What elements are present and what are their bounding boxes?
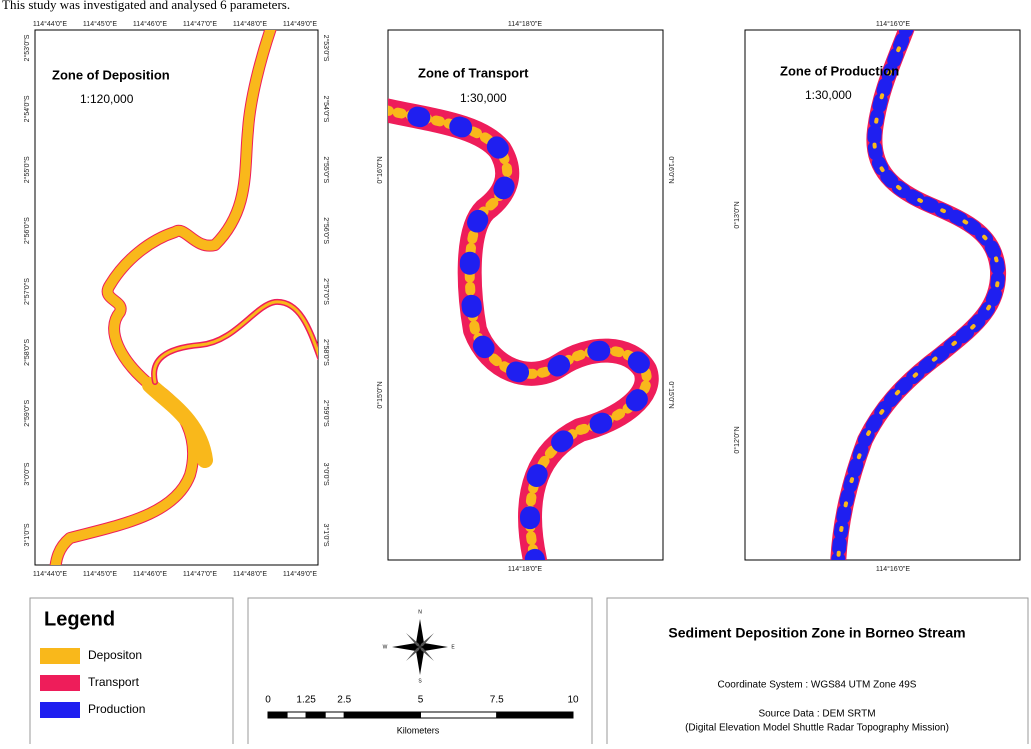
coord-label: 2°58'0"S — [322, 339, 330, 366]
map-title: Zone of Deposition — [52, 67, 170, 82]
map-title: Zone of Production — [780, 63, 899, 78]
scale-tick-label: 2.5 — [337, 695, 351, 706]
legend-swatch — [40, 675, 80, 691]
coord-label: 2°54'0"S — [23, 95, 31, 122]
coord-label: 2°56'0"S — [23, 217, 31, 244]
scale-tick-label: 7.5 — [490, 695, 504, 706]
coord-label: 114°45'0"E — [83, 570, 117, 578]
coord-label: 114°46'0"E — [133, 20, 167, 28]
scale-segment — [306, 712, 325, 718]
coord-label: 114°48'0"E — [233, 20, 267, 28]
info-source: Source Data : DEM SRTM — [758, 709, 875, 720]
coord-label: 114°16'0"E — [876, 565, 910, 573]
coord-label: 3°0'0"S — [322, 463, 330, 486]
coord-label: 0°13'0"N — [733, 201, 741, 228]
legend-label: Production — [88, 702, 145, 716]
scale-tick-label: 0 — [265, 695, 271, 706]
scale-segment — [421, 712, 497, 718]
coord-label: 0°15'0"N — [376, 381, 384, 408]
coord-label: 2°59'0"S — [23, 399, 31, 426]
coord-label: 114°47'0"E — [183, 20, 217, 28]
page: { "caption": "This study was investigate… — [0, 0, 1031, 744]
coord-label: 114°49'0"E — [283, 570, 317, 578]
scale-segment — [268, 712, 287, 718]
coord-label: 114°44'0"E — [33, 20, 67, 28]
info-source-note: (Digital Elevation Model Shuttle Radar T… — [685, 723, 949, 734]
coord-label: 2°54'0"S — [322, 95, 330, 122]
coord-label: 114°44'0"E — [33, 570, 67, 578]
map-figure: This study was investigated and analysed… — [0, 0, 1031, 744]
scale-tick-label: 5 — [418, 695, 424, 706]
coord-label: 0°16'0"N — [376, 156, 384, 183]
coord-label: 2°58'0"S — [23, 339, 31, 366]
coord-label: 2°56'0"S — [322, 217, 330, 244]
scale-tick-label: 1.25 — [296, 695, 316, 706]
map-scale: 1:120,000 — [80, 92, 134, 106]
scale-segment — [325, 712, 344, 718]
coord-label: 2°53'0"S — [23, 34, 31, 61]
coord-label: 3°1'0"S — [23, 523, 31, 546]
compass-label: W — [383, 644, 388, 650]
coord-label: 2°55'0"S — [322, 156, 330, 183]
coord-label: 114°49'0"E — [283, 20, 317, 28]
legend-swatch — [40, 648, 80, 664]
coord-label: 2°59'0"S — [322, 400, 330, 427]
coord-label: 0°12'0"N — [733, 426, 741, 453]
compass-label: N — [418, 609, 422, 615]
coord-label: 3°1'0"S — [322, 524, 330, 547]
scale-tick-label: 10 — [567, 695, 579, 706]
coord-label: 3°0'0"S — [23, 462, 31, 485]
coord-label: 114°47'0"E — [183, 570, 217, 578]
legend-title: Legend — [44, 608, 115, 630]
scale-segment — [344, 712, 420, 718]
map-scale: 1:30,000 — [805, 88, 852, 102]
map-frame — [35, 30, 318, 565]
coord-label: 114°46'0"E — [133, 570, 167, 578]
coord-label: 114°48'0"E — [233, 570, 267, 578]
info-title: Sediment Deposition Zone in Borneo Strea… — [668, 625, 965, 641]
info-coordinate-system: Coordinate System : WGS84 UTM Zone 49S — [718, 680, 917, 691]
scale-segment — [287, 712, 306, 718]
coord-label: 0°16'0"N — [667, 156, 675, 183]
caption: This study was investigated and analysed… — [2, 0, 290, 12]
coord-label: 2°57'0"S — [322, 278, 330, 305]
coord-label: 114°16'0"E — [876, 20, 910, 28]
scale-unit: Kilometers — [397, 725, 440, 735]
legend-label: Transport — [88, 675, 140, 689]
coord-label: 114°18'0"E — [508, 20, 542, 28]
coord-label: 114°18'0"E — [508, 565, 542, 573]
map-scale: 1:30,000 — [460, 91, 507, 105]
legend-swatch — [40, 702, 80, 718]
coord-label: 0°15'0"N — [667, 381, 675, 408]
coord-label: 2°53'0"S — [322, 35, 330, 62]
legend-label: Depositon — [88, 648, 142, 662]
legend: Depositon Transport Production — [40, 648, 145, 718]
coord-label: 2°55'0"S — [23, 156, 31, 183]
coord-label: 2°57'0"S — [23, 278, 31, 305]
coord-label: 114°45'0"E — [83, 20, 117, 28]
map-title: Zone of Transport — [418, 65, 529, 80]
scale-segment — [497, 712, 573, 718]
